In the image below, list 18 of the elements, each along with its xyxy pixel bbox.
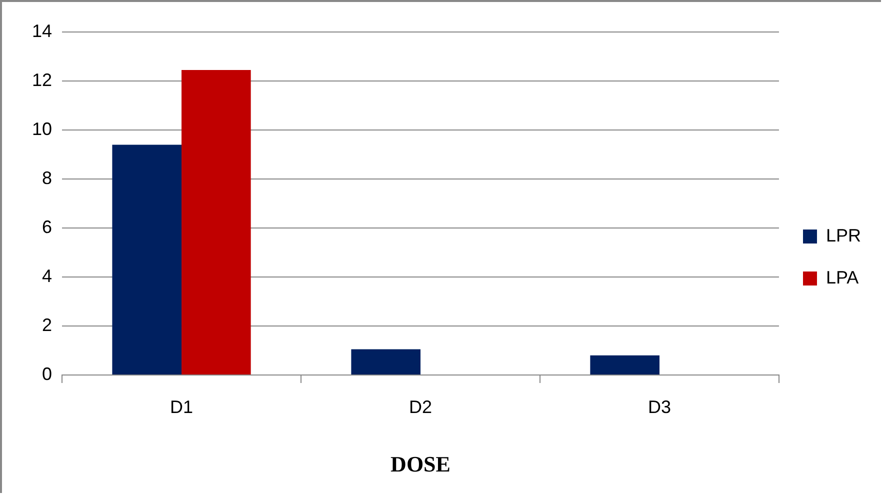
x-axis-title: DOSE: [390, 451, 450, 476]
y-tick-label: 14: [32, 20, 52, 41]
bar: [112, 144, 182, 374]
y-tick-label: 12: [32, 70, 52, 90]
y-tick-label: 6: [42, 216, 52, 237]
y-tick-label: 0: [42, 364, 52, 384]
x-tick-label: D2: [408, 396, 432, 417]
x-tick-label: D3: [648, 396, 671, 417]
bar: [182, 70, 251, 374]
y-tick-label: 8: [42, 168, 52, 188]
bar: [590, 355, 660, 374]
legend-label: LPA: [826, 267, 859, 288]
y-tick-label: 10: [32, 118, 52, 139]
bar: [351, 349, 421, 374]
y-tick-label: 2: [42, 314, 52, 335]
x-tick-label: D1: [170, 396, 194, 417]
legend-label: LPR: [826, 225, 861, 246]
y-tick-label: 4: [42, 266, 52, 286]
